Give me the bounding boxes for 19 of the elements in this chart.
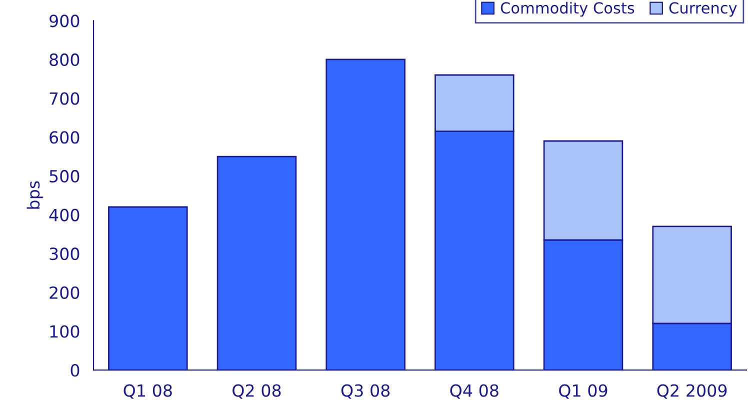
y-tick-label: 200 xyxy=(50,286,80,299)
y-tick-label: 700 xyxy=(50,92,80,105)
x-tick-label: Q3 08 xyxy=(341,384,390,399)
y-tick-label: 600 xyxy=(50,131,80,144)
y-axis-title: bps xyxy=(26,181,43,209)
x-tick-label: Q2 2009 xyxy=(657,384,727,399)
y-tick-label: 900 xyxy=(50,14,80,28)
y-tick-label: 100 xyxy=(50,325,80,338)
x-tick-label: Q2 08 xyxy=(232,384,281,399)
y-tick-label: 800 xyxy=(50,53,80,66)
y-tick-label: 0 xyxy=(70,364,80,377)
legend-label: Commodity Costs xyxy=(500,2,634,17)
y-tick-label: 400 xyxy=(49,208,80,222)
legend-label: Currency xyxy=(669,2,737,17)
x-tick-label: Q1 08 xyxy=(124,384,172,399)
y-tick-label: 300 xyxy=(50,248,80,260)
y-tick-label: 500 xyxy=(50,170,80,183)
x-tick-label: Q4 08 xyxy=(450,384,498,399)
x-tick-label: Q1 09 xyxy=(559,384,608,399)
